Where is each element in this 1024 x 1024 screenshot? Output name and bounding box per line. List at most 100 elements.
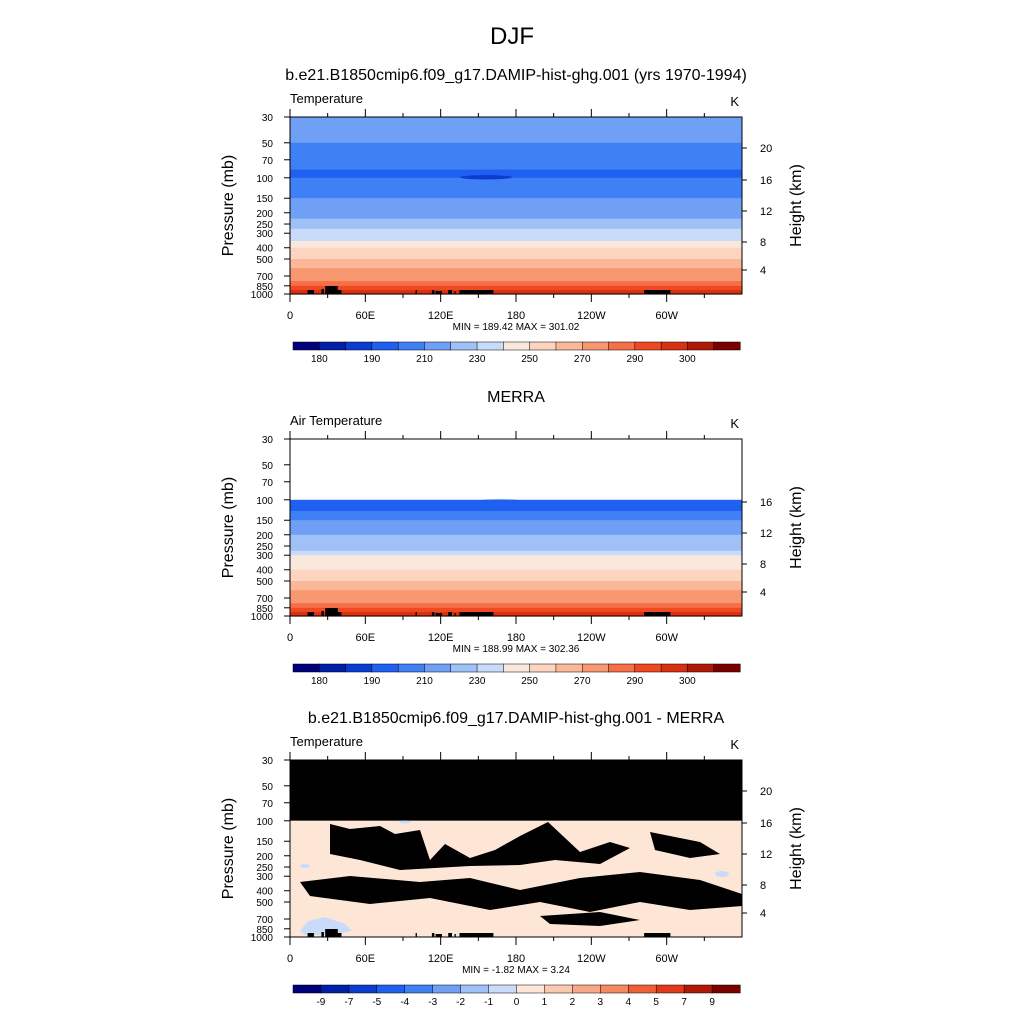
topography-mask — [335, 612, 342, 616]
x-tick-label: 60W — [655, 310, 678, 322]
colorbar-label: 7 — [681, 997, 687, 1008]
colorbar-label: 300 — [679, 676, 696, 687]
colorbar-swatch — [460, 984, 490, 994]
topography-mask — [431, 933, 435, 937]
colorbar-swatch — [683, 984, 713, 994]
colorbar-label: 2 — [570, 997, 576, 1008]
colorbar-swatch — [634, 663, 662, 673]
temperature-band — [290, 259, 742, 269]
colorbar-swatch — [687, 663, 715, 673]
colorbar-swatch — [432, 984, 462, 994]
topography-mask — [325, 929, 338, 937]
colorbar-label: 250 — [521, 676, 538, 687]
topography-mask — [325, 286, 338, 294]
y-tick-label: 250 — [256, 542, 273, 553]
temperature-band — [290, 159, 742, 171]
x-tick-label: 0 — [287, 953, 293, 965]
topography-mask — [321, 611, 324, 616]
topography-mask — [431, 290, 435, 294]
temperature-band — [290, 540, 742, 547]
chart-panel-1: 0 60E 120E 180 120W 60W3050701001502002503004… — [220, 67, 805, 365]
temperature-band — [290, 233, 742, 242]
colorbar-swatch — [424, 341, 452, 351]
temperature-band — [290, 253, 742, 260]
topography-mask — [335, 933, 342, 937]
colorbar-swatch — [713, 663, 741, 673]
positive-anomaly-region — [300, 872, 742, 912]
colorbar-swatch — [397, 663, 426, 673]
y-tick-label: 700 — [256, 915, 273, 926]
cold-core-contour — [460, 175, 512, 180]
unit-label: K — [730, 737, 739, 752]
temperature-band — [290, 131, 742, 144]
topography-mask — [325, 608, 338, 616]
colorbar-swatch — [581, 341, 610, 351]
colorbar-label: 270 — [574, 354, 591, 365]
colorbar-swatch — [503, 663, 531, 673]
panel-title: b.e21.B1850cmip6.f09_g17.DAMIP-hist-ghg.… — [308, 710, 725, 727]
y-tick-label: 150 — [256, 194, 273, 205]
topography-mask — [435, 934, 442, 937]
topography-mask — [435, 291, 442, 294]
x-tick-label: 60E — [356, 953, 376, 965]
y-tick-label: 150 — [256, 837, 273, 848]
colorbar-swatch — [488, 984, 518, 994]
x-tick-label: 180 — [507, 953, 525, 965]
y-tick-label: 400 — [256, 244, 273, 255]
colorbar-label: 0 — [514, 997, 520, 1008]
topography-mask — [321, 932, 324, 937]
colorbar-label: 9 — [709, 997, 715, 1008]
colorbar-label: -5 — [372, 997, 381, 1008]
topography-mask — [660, 933, 671, 937]
y-tick-label: 250 — [256, 220, 273, 231]
y-tick-label: 70 — [262, 156, 274, 167]
colorbar-swatch — [503, 341, 531, 351]
y-tick-label: 70 — [262, 799, 274, 810]
topography-mask — [459, 612, 494, 616]
temperature-band — [290, 581, 742, 591]
colorbar-swatch — [319, 663, 347, 673]
negative-anomaly-region — [399, 820, 411, 824]
colorbar-swatch — [608, 341, 636, 351]
positive-anomaly-region — [650, 832, 720, 858]
temperature-band — [290, 268, 742, 277]
colorbar-swatch — [292, 341, 320, 351]
y-axis-title: Pressure (mb) — [220, 155, 237, 256]
temperature-band — [290, 228, 742, 234]
x-tick-label: 180 — [507, 632, 525, 644]
x-tick-label: 180 — [507, 310, 525, 322]
season-title: DJF — [490, 23, 534, 50]
temperature-band — [290, 575, 742, 582]
x-tick-label: 120W — [577, 632, 606, 644]
temperature-band — [290, 511, 742, 521]
topography-mask — [644, 612, 663, 616]
x-tick-label: 60E — [356, 310, 376, 322]
colorbar-swatch — [713, 341, 741, 351]
topography-mask — [448, 612, 452, 616]
y-tick-label: 850 — [256, 604, 273, 615]
colorbar-label: 250 — [521, 354, 538, 365]
temperature-band — [290, 206, 742, 214]
y-tick-label: 400 — [256, 566, 273, 577]
colorbar-swatch — [450, 663, 478, 673]
y-tick-label: 500 — [256, 255, 273, 266]
variable-label: Air Temperature — [290, 413, 382, 428]
y-tick-label: 30 — [262, 113, 274, 124]
x-tick-label: 120E — [428, 310, 454, 322]
min-max-stats: MIN = -1.82 MAX = 3.24 — [462, 965, 570, 976]
y-tick-label: 300 — [256, 551, 273, 562]
temperature-band — [290, 499, 742, 512]
temperature-band — [290, 218, 742, 225]
colorbar-label: 230 — [469, 676, 486, 687]
height-tick-label: 20 — [760, 786, 772, 798]
x-tick-label: 0 — [287, 310, 293, 322]
temperature-band — [290, 534, 742, 542]
colorbar-swatch — [628, 984, 657, 994]
y-tick-label: 70 — [262, 478, 274, 489]
colorbar-swatch — [711, 984, 741, 994]
x-tick-label: 120E — [428, 953, 454, 965]
temperature-band — [290, 550, 742, 556]
height-tick-label: 16 — [760, 497, 772, 509]
topography-mask — [644, 290, 663, 294]
